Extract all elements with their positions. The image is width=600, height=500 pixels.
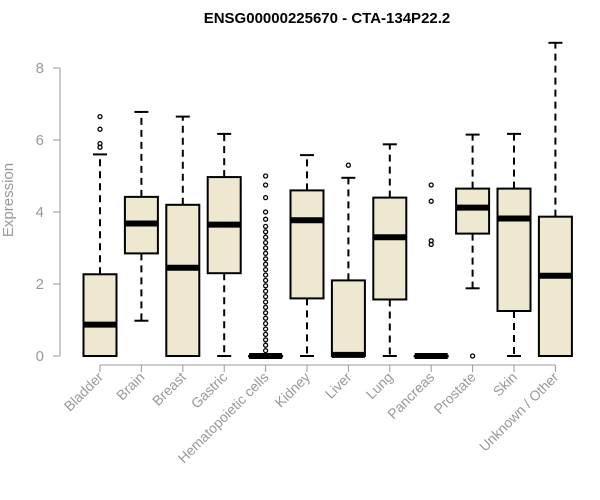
iqr-box [455,187,491,235]
outlier-point [262,304,269,311]
iqr-box [496,187,532,313]
box-brain [123,110,159,322]
y-tick-label: 0 [36,348,44,365]
box-liver [330,162,366,358]
outlier-point [262,337,269,343]
box-unknown-other [537,41,573,357]
outlier-point [262,315,269,321]
box-breast [165,115,201,357]
outlier-point [262,261,269,267]
outlier-point [262,209,269,215]
iqr-box [330,279,366,357]
y-tick-label: 6 [36,132,44,149]
outlier-point [428,182,434,188]
y-tick-label: 8 [36,60,44,77]
outlier-point [262,272,269,278]
x-tick-label: Liver [322,369,355,402]
box-skin [496,132,532,357]
box-kidney [289,154,325,357]
outlier-point [262,283,269,289]
outlier-point [262,250,269,257]
box-prostate [455,133,491,359]
outlier-point [262,182,269,188]
outlier-point [97,140,103,147]
iqr-box [537,215,573,357]
outlier-point [428,198,434,204]
outlier-point [262,234,269,240]
outlier-point [428,238,434,244]
outlier-point [262,256,269,262]
outlier-point [262,320,269,327]
outlier-point [469,353,476,359]
iqr-box [165,203,201,357]
x-tick-label: Lung [363,369,396,402]
outlier-point [262,266,269,273]
y-tick-label: 2 [36,276,44,293]
outlier-point [262,342,269,348]
outlier-point [262,194,269,201]
box-pancreas [413,182,449,359]
y-axis-label: Expression [0,163,17,237]
x-tick-label: Kidney [272,369,314,411]
iqr-box [289,189,325,300]
outlier-point [262,288,269,294]
outlier-point [262,310,269,316]
outlier-point [262,326,269,332]
x-tick-label: Skin [490,369,521,400]
x-tick-label: Unknown / Other [476,369,562,455]
outlier-point [345,162,352,168]
iqr-box [372,196,408,301]
box-hematopoietic-cells [248,173,284,359]
box-gastric [206,132,242,357]
iqr-box [82,273,118,357]
box-lung [372,143,408,357]
boxes-group [82,41,573,359]
outlier-point [262,229,269,235]
x-tick-label: Breast [149,369,189,409]
outlier-point [97,126,103,132]
outlier-point [262,277,269,284]
y-axis: 0 2 4 6 8 [36,60,61,365]
x-tick-label: Brain [113,369,147,403]
y-tick-label: 4 [36,204,44,221]
outlier-point [262,293,269,300]
outlier-point [97,113,103,120]
outlier-point [262,223,269,230]
outlier-point [262,216,269,222]
outlier-point [262,173,269,179]
x-tick-label: Bladder [61,369,107,415]
outlier-point [262,347,269,354]
x-tick-label: Prostate [431,369,479,417]
chart-title: ENSG00000225670 - CTA-134P22.2 [204,10,451,27]
outlier-point [262,245,269,251]
outlier-point [262,239,269,246]
outlier-point [262,299,269,305]
box-bladder [82,113,118,357]
outlier-point [262,331,269,338]
